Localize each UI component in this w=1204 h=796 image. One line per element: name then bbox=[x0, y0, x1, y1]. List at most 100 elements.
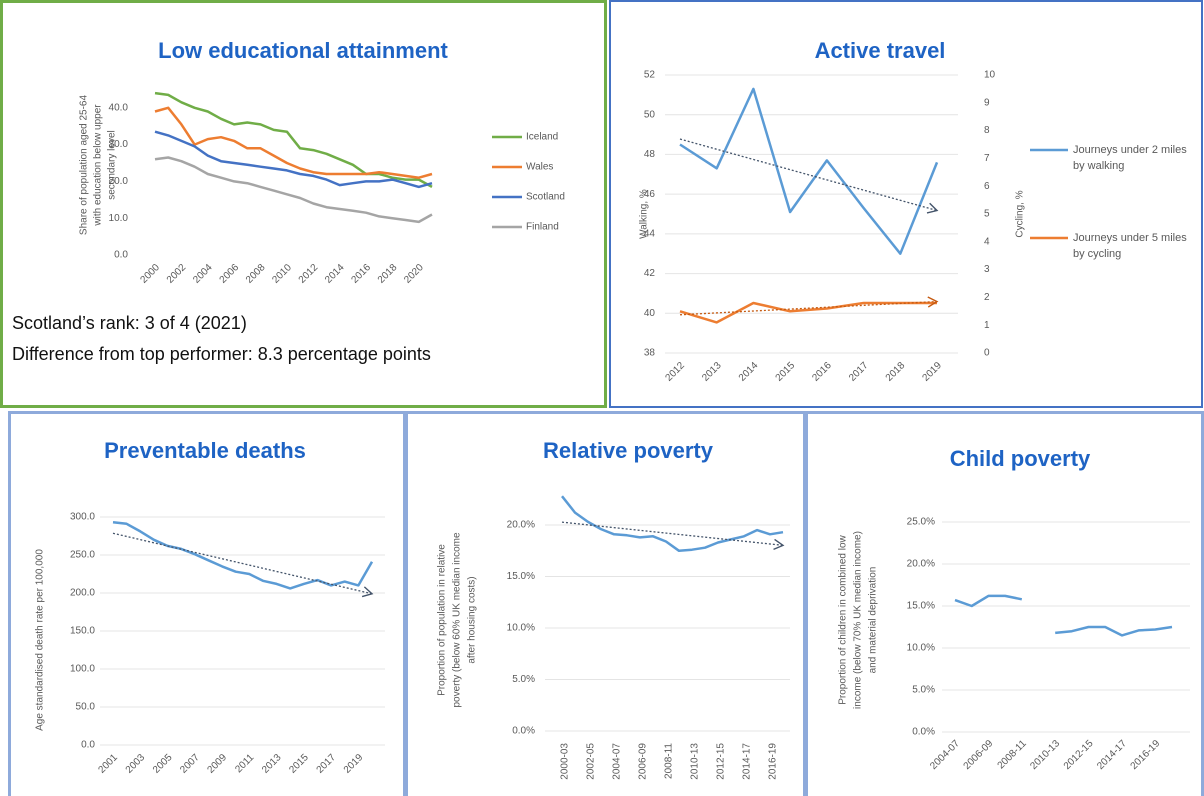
y2-tick-label: 3 bbox=[984, 264, 990, 275]
x-tick-label: 2016 bbox=[810, 360, 834, 384]
x-tick-label: 2006 bbox=[218, 262, 242, 286]
y-tick-label: 15.0% bbox=[507, 571, 535, 582]
y-tick-label: 50 bbox=[644, 109, 656, 120]
y-tick-label: 50.0 bbox=[76, 702, 96, 713]
x-tick-label: 2018 bbox=[376, 262, 400, 286]
y-tick-label: 0.0 bbox=[114, 250, 128, 261]
y-axis-title: income (below 70% UK median income) bbox=[853, 531, 864, 709]
x-tick-label: 2012 bbox=[297, 262, 321, 286]
x-tick-label: 2015 bbox=[287, 752, 311, 776]
y-tick-label: 0.0% bbox=[912, 727, 935, 738]
y2-tick-label: 7 bbox=[984, 153, 990, 164]
x-tick-label: 2018 bbox=[884, 360, 908, 384]
y-tick-label: 40.0 bbox=[109, 102, 129, 113]
x-tick-label: 2010-13 bbox=[690, 743, 701, 780]
note-line: Difference from top performer: 8.3 perce… bbox=[12, 344, 431, 364]
x-tick-label: 2006-09 bbox=[638, 743, 649, 780]
y-tick-label: 5.0% bbox=[912, 685, 935, 696]
y-tick-label: 38 bbox=[644, 348, 656, 359]
y-axis-title: after housing costs) bbox=[467, 576, 478, 663]
y-tick-label: 20.0% bbox=[507, 520, 535, 531]
legend-label: Wales bbox=[526, 162, 553, 173]
chart-title: Child poverty bbox=[950, 446, 1091, 471]
y-tick-label: 46 bbox=[644, 189, 656, 200]
x-tick-label: 2013 bbox=[700, 360, 724, 384]
series-line bbox=[154, 106, 433, 179]
x-tick-label: 2014 bbox=[323, 262, 347, 286]
x-tick-label: 2004-07 bbox=[928, 738, 962, 772]
y-axis-title: poverty (below 60% UK median income bbox=[452, 532, 463, 708]
y-tick-label: 42 bbox=[644, 268, 656, 279]
x-tick-label: 2016-19 bbox=[1129, 738, 1163, 772]
x-tick-label: 2016 bbox=[350, 262, 374, 286]
x-tick-label: 2007 bbox=[178, 752, 202, 776]
legend-label: Journeys under 2 miles by walking bbox=[1073, 144, 1187, 172]
x-tick-label: 2017 bbox=[315, 752, 339, 776]
y-axis-title: Proportion of children in combined low bbox=[838, 534, 849, 704]
y2-axis-title: Cycling, % bbox=[1015, 190, 1026, 237]
y-axis-title: secondary level bbox=[107, 130, 118, 199]
y-tick-label: 0.0% bbox=[512, 726, 535, 737]
x-tick-label: 2000 bbox=[138, 262, 162, 286]
trendline bbox=[561, 521, 785, 551]
x-tick-label: 2012 bbox=[663, 360, 687, 384]
y-tick-label: 10.0 bbox=[109, 213, 129, 224]
x-tick-label: 2012-15 bbox=[1062, 738, 1096, 772]
x-tick-label: 2008-11 bbox=[664, 743, 675, 779]
x-tick-label: 2010-13 bbox=[1028, 738, 1062, 772]
y2-tick-label: 5 bbox=[984, 209, 990, 220]
panel-border bbox=[0, 0, 607, 408]
legend-label: Scotland bbox=[526, 192, 565, 203]
panel-border bbox=[8, 411, 406, 796]
x-tick-label: 2017 bbox=[847, 360, 871, 384]
y2-tick-label: 4 bbox=[984, 236, 990, 247]
x-tick-label: 2016-19 bbox=[768, 743, 779, 780]
y2-tick-label: 1 bbox=[984, 320, 990, 331]
panel-border bbox=[405, 411, 806, 796]
x-tick-label: 2003 bbox=[124, 752, 148, 776]
x-tick-label: 2002-05 bbox=[586, 743, 597, 780]
series-line bbox=[679, 301, 937, 324]
series-line bbox=[112, 521, 374, 590]
x-tick-label: 2002 bbox=[165, 262, 189, 286]
x-tick-label: 2008 bbox=[244, 262, 268, 286]
y-tick-label: 44 bbox=[644, 228, 656, 239]
y2-tick-label: 0 bbox=[984, 348, 990, 359]
x-tick-label: 2014-17 bbox=[1095, 738, 1129, 772]
y2-tick-label: 9 bbox=[984, 97, 990, 108]
x-tick-label: 2005 bbox=[151, 752, 175, 776]
y2-tick-label: 10 bbox=[984, 70, 996, 81]
y-tick-label: 5.0% bbox=[512, 674, 535, 685]
trendline bbox=[112, 532, 374, 598]
y-tick-label: 250.0 bbox=[70, 550, 95, 561]
chart-title: Active travel bbox=[815, 38, 946, 63]
chart-title: Preventable deaths bbox=[104, 438, 306, 463]
x-tick-label: 2001 bbox=[96, 752, 120, 776]
y-tick-label: 25.0% bbox=[907, 517, 935, 528]
y2-tick-label: 8 bbox=[984, 125, 990, 136]
notes: Scotland’s rank: 3 of 4 (2021) Difference… bbox=[12, 308, 597, 370]
x-tick-label: 2019 bbox=[920, 360, 944, 384]
y-tick-label: 20.0% bbox=[907, 559, 935, 570]
y-tick-label: 200.0 bbox=[70, 588, 95, 599]
y-axis-title: and material deprivation bbox=[868, 567, 879, 674]
x-tick-label: 2009 bbox=[206, 752, 230, 776]
y-tick-label: 30.0 bbox=[109, 139, 129, 150]
y2-tick-label: 2 bbox=[984, 292, 990, 303]
x-tick-label: 2006-09 bbox=[962, 738, 996, 772]
x-tick-label: 2014 bbox=[737, 360, 761, 384]
series-line bbox=[154, 91, 433, 188]
series-line bbox=[561, 495, 784, 553]
y-axis-title: Age standardised death rate per 100,000 bbox=[35, 549, 46, 731]
x-tick-label: 2000-03 bbox=[560, 743, 571, 780]
x-tick-label: 2014-17 bbox=[742, 743, 753, 780]
x-tick-label: 2004 bbox=[191, 262, 215, 286]
legend-label: Journeys under 5 miles by cycling bbox=[1073, 232, 1187, 260]
y-tick-label: 20.0 bbox=[109, 176, 129, 187]
y-axis-title: Share of population aged 25-64 bbox=[79, 95, 90, 236]
note-line: Scotland’s rank: 3 of 4 (2021) bbox=[12, 313, 247, 333]
x-tick-label: 2011 bbox=[233, 752, 256, 775]
y-tick-label: 40 bbox=[644, 308, 656, 319]
panel-border bbox=[609, 0, 1203, 408]
